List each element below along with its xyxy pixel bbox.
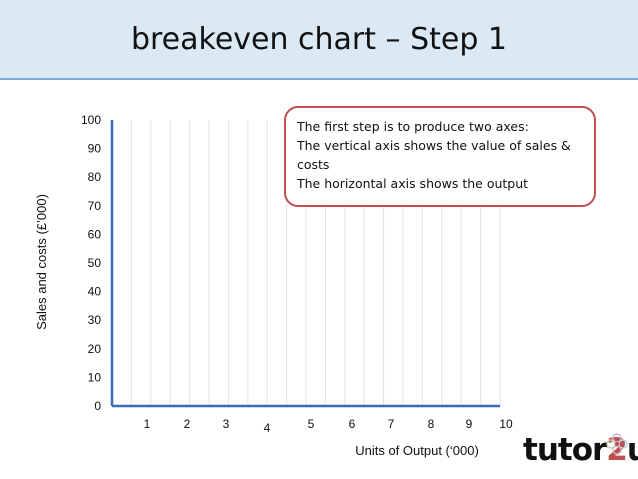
slide-title: breakeven chart – Step 1 [130,22,508,57]
y-tick-label: 90 [88,142,102,156]
slide-header: breakeven chart – Step 1 [0,0,638,80]
y-tick-label: 0 [94,399,101,413]
x-axis-label: Units of Output (‘000) [355,443,479,458]
callout-line: The vertical axis shows the value of sal… [297,138,571,153]
tutor2u-logo: tutor2u [523,432,638,468]
x-tick-label: 7 [388,417,395,431]
y-tick-label: 80 [88,170,102,184]
step-callout: The first step is to produce two axes: T… [284,106,596,207]
x-tick-label: 6 [349,417,356,431]
callout-line: The first step is to produce two axes: [297,119,529,134]
x-tick-label: 2 [184,417,191,431]
x-tick-label: 3 [223,417,230,431]
axis-layer [110,120,500,408]
flower-icon [606,433,628,455]
x-tick-label: 1 [144,417,151,431]
y-tick-label: 40 [88,285,102,299]
y-axis-label: Sales and costs (£’000) [34,194,49,330]
y-tick-label: 50 [88,256,102,270]
tick-labels: 0 10 20 30 40 50 60 70 80 90 100 1 2 3 4 5 6 7 8 9 10 [81,113,513,435]
x-tick-label: 10 [499,417,513,431]
y-tick-label: 30 [88,313,102,327]
y-tick-label: 70 [88,199,102,213]
x-tick-label: 8 [428,417,435,431]
callout-line: The horizontal axis shows the output [297,176,529,191]
x-tick-label: 5 [308,417,315,431]
y-tick-label: 20 [88,342,102,356]
callout-line: costs [297,157,330,172]
y-tick-label: 60 [88,227,102,241]
x-tick-label: 4 [264,421,271,435]
x-tick-label: 9 [466,417,473,431]
y-tick-label: 100 [81,113,101,127]
y-tick-label: 10 [88,370,102,384]
